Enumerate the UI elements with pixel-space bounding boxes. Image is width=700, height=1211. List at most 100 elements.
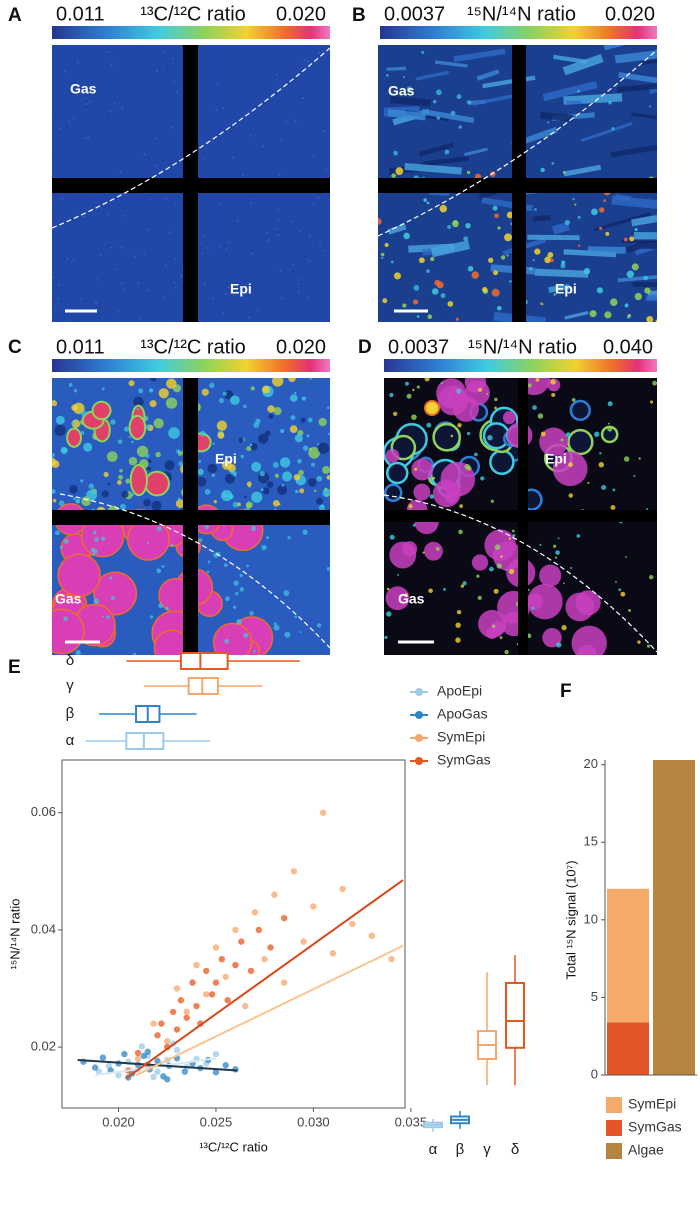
point — [95, 1068, 103, 1075]
texture — [95, 59, 97, 62]
texture — [406, 393, 412, 399]
y-tick-label: 5 — [591, 989, 598, 1004]
texture — [512, 533, 516, 538]
texture — [222, 107, 224, 109]
point — [150, 1020, 157, 1027]
texture — [268, 413, 274, 419]
texture — [273, 624, 280, 631]
texture — [55, 415, 65, 425]
point — [241, 1002, 249, 1010]
texture — [509, 280, 512, 283]
texture — [649, 575, 654, 580]
texture — [257, 309, 259, 312]
texture — [598, 462, 604, 468]
texture — [251, 461, 262, 472]
texture — [293, 234, 295, 237]
texture — [308, 235, 311, 238]
texture — [299, 230, 301, 232]
texture — [316, 129, 318, 132]
texture — [103, 277, 105, 279]
point — [212, 1069, 220, 1076]
texture — [107, 223, 109, 226]
colorbar-max: 0.020 — [605, 3, 655, 25]
y-tick-label: 0.02 — [31, 1039, 56, 1054]
region-label: Epi — [545, 451, 567, 467]
legend-swatch — [415, 688, 423, 696]
group-label: δ — [511, 1141, 519, 1158]
texture — [564, 219, 571, 226]
legend-swatch — [415, 757, 423, 765]
image-divider — [378, 178, 657, 193]
texture — [92, 553, 95, 557]
texture — [251, 491, 263, 503]
texture — [156, 70, 158, 72]
texture — [283, 590, 290, 596]
texture — [626, 242, 643, 254]
texture — [121, 282, 123, 285]
texture — [402, 76, 406, 79]
texture — [547, 251, 554, 258]
texture — [89, 101, 91, 103]
texture — [610, 505, 616, 510]
texture — [148, 155, 151, 157]
texture — [411, 458, 434, 481]
texture — [307, 417, 313, 423]
texture — [162, 50, 164, 53]
texture — [279, 457, 291, 468]
texture — [121, 490, 129, 498]
texture — [239, 587, 245, 592]
texture — [295, 77, 298, 79]
texture — [161, 564, 165, 568]
texture — [494, 397, 498, 402]
texture — [534, 268, 589, 278]
texture — [587, 481, 590, 484]
texture — [169, 231, 171, 234]
texture — [395, 167, 404, 176]
texture — [527, 234, 580, 241]
texture — [55, 308, 57, 311]
texture — [69, 485, 78, 494]
texture — [107, 482, 111, 486]
texture — [80, 479, 84, 483]
texture — [404, 593, 408, 597]
texture — [238, 437, 244, 443]
texture — [325, 494, 328, 497]
texture — [297, 458, 302, 464]
texture — [140, 125, 142, 127]
texture — [201, 388, 209, 396]
point — [238, 938, 245, 945]
texture — [155, 137, 157, 140]
legend-label: SymGas — [437, 752, 491, 768]
texture — [63, 538, 69, 544]
texture — [532, 259, 535, 262]
texture — [266, 232, 268, 234]
texture — [326, 475, 330, 480]
texture — [123, 426, 130, 432]
image: Gas Epi — [378, 45, 657, 322]
texture — [175, 499, 185, 509]
texture — [224, 473, 235, 484]
texture — [432, 99, 437, 104]
texture — [227, 286, 230, 289]
texture — [128, 456, 138, 466]
region-label: Epi — [555, 281, 577, 297]
point — [329, 950, 337, 957]
texture — [508, 568, 515, 575]
texture — [557, 537, 560, 540]
texture — [480, 476, 485, 481]
texture — [436, 116, 441, 120]
texture — [302, 445, 309, 451]
panel-label: B — [352, 5, 366, 26]
texture — [106, 615, 110, 619]
texture — [275, 73, 278, 76]
texture — [426, 422, 432, 428]
texture — [59, 127, 61, 130]
point — [222, 973, 229, 980]
texture — [242, 174, 244, 177]
texture — [277, 208, 280, 211]
texture — [155, 451, 161, 458]
texture — [302, 97, 304, 99]
texture — [453, 48, 506, 62]
texture — [540, 111, 574, 122]
texture — [243, 292, 245, 294]
